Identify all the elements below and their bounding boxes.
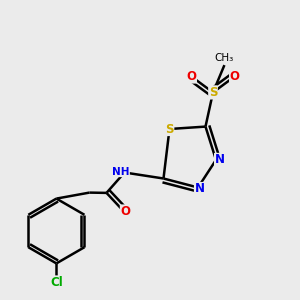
Text: O: O bbox=[186, 70, 197, 83]
Text: S: S bbox=[209, 86, 217, 99]
Text: CH₃: CH₃ bbox=[215, 53, 234, 64]
Text: O: O bbox=[230, 70, 240, 83]
Text: NH: NH bbox=[112, 167, 129, 177]
Text: O: O bbox=[120, 205, 130, 218]
Text: N: N bbox=[214, 153, 225, 167]
Text: N: N bbox=[194, 182, 205, 196]
Text: S: S bbox=[165, 122, 174, 136]
Text: Cl: Cl bbox=[50, 276, 63, 290]
